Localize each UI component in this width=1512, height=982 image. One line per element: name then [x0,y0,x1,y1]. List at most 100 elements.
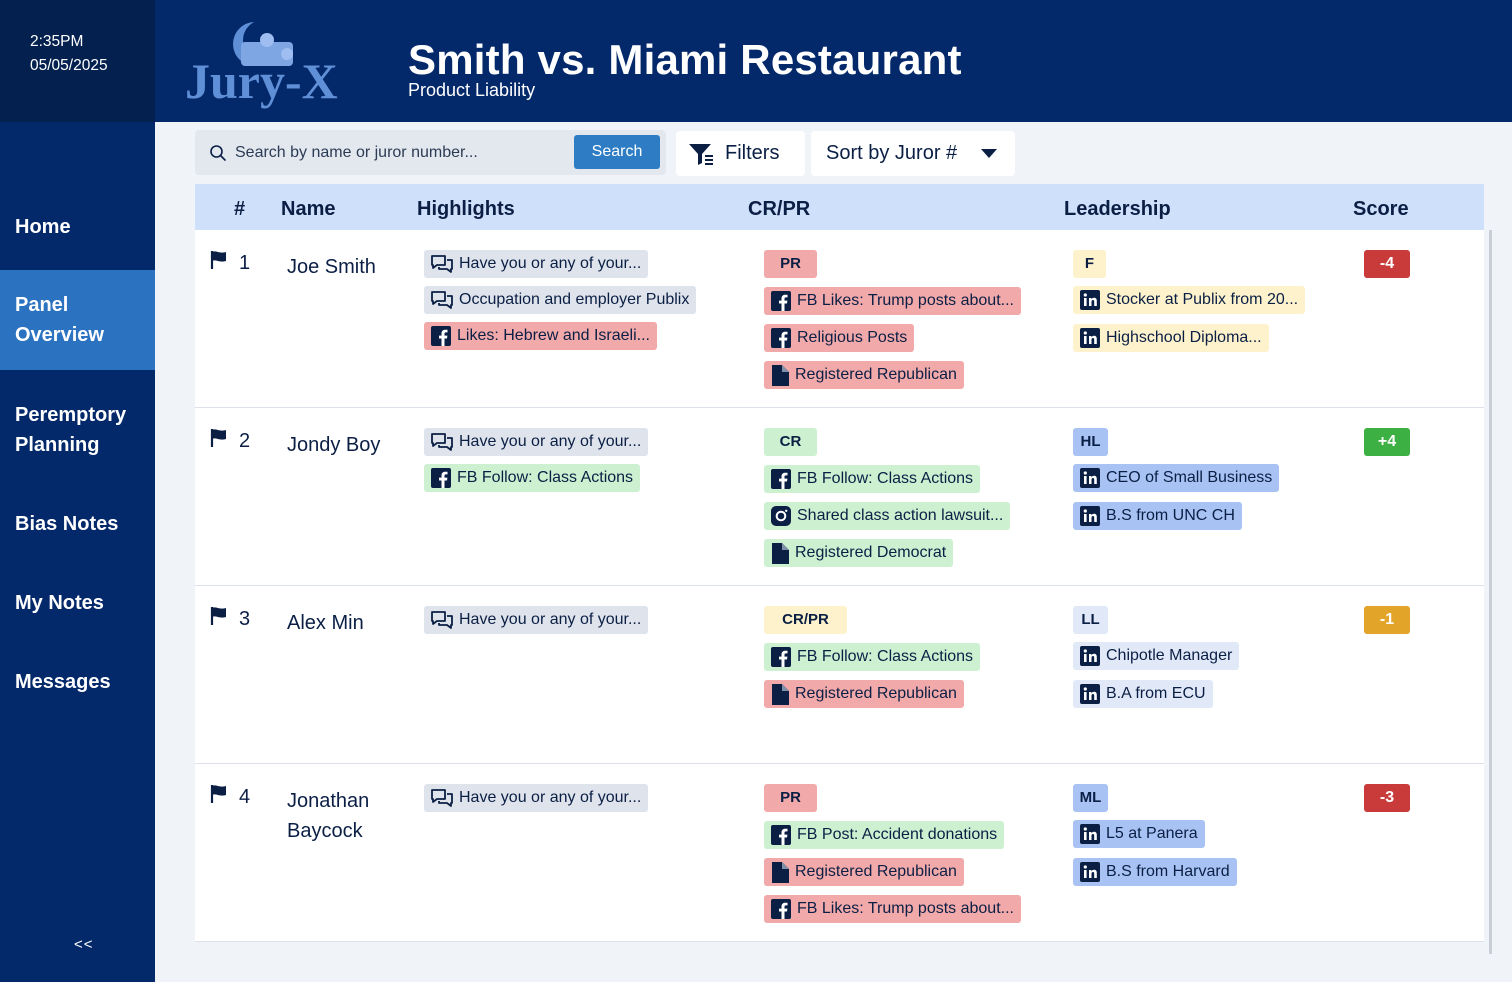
evidence-chip[interactable]: Registered Republican [764,680,964,708]
evidence-chip[interactable]: Registered Democrat [764,539,954,567]
evidence-chip[interactable]: Have you or any of your... [424,606,649,634]
flag-icon[interactable] [210,250,228,270]
evidence-chip[interactable]: Shared class action lawsuit... [764,502,1011,530]
sidebar-item-my-notes[interactable]: My Notes [15,592,104,614]
evidence-chip[interactable]: Highschool Diploma... [1073,324,1269,352]
evidence-chip[interactable]: B.S from UNC CH [1073,502,1242,530]
chip-label: Shared class action lawsuit... [797,507,1004,524]
evidence-chip[interactable]: L5 at Panera [1073,820,1205,848]
evidence-chip[interactable]: B.A from ECU [1073,680,1213,708]
chip-label: FB Post: Accident donations [797,826,998,843]
evidence-chip[interactable]: Stocker at Publix from 20... [1073,286,1306,314]
chip-label: FB Follow: Class Actions [797,470,974,487]
evidence-chip[interactable]: Have you or any of your... [424,428,649,456]
leadership-tag: ML [1073,784,1108,812]
chip-label: B.S from UNC CH [1106,507,1235,524]
chip-label: B.A from ECU [1106,685,1206,702]
column-header-crpr[interactable]: CR/PR [748,198,811,220]
chip-label: B.S from Harvard [1106,863,1230,880]
facebook-icon [771,469,791,489]
juror-row[interactable]: 1 Joe Smith Have you or any of your... Occu… [195,230,1484,408]
evidence-chip[interactable]: CEO of Small Business [1073,464,1280,492]
chip-label: Registered Republican [795,685,957,702]
crpr-tag: CR [764,428,817,456]
flag-icon[interactable] [210,784,228,804]
column-header-leadership[interactable]: Leadership [1064,198,1171,220]
page-title: Smith vs. Miami Restaurant [408,36,962,83]
search-input[interactable] [235,138,565,168]
sort-label: Sort by Juror # [826,142,958,164]
facebook-icon [771,328,791,348]
sidebar: 2:35PM 05/05/2025 Home Panel Overview Pere… [0,0,155,982]
chip-label: FB Follow: Class Actions [457,469,634,486]
juror-name[interactable]: Jondy Boy [287,434,381,456]
crpr-tag: PR [764,250,817,278]
filters-button[interactable]: Filters [676,131,805,176]
evidence-chip[interactable]: Occupation and employer Publix [424,286,697,314]
evidence-chip[interactable]: Registered Republican [764,858,964,886]
column-header-highlights[interactable]: Highlights [417,198,515,220]
evidence-chip[interactable]: FB Follow: Class Actions [764,465,981,493]
juror-number: 3 [239,608,251,630]
facebook-icon [431,468,451,488]
column-header-score[interactable]: Score [1353,198,1409,220]
chip-label: CEO of Small Business [1106,469,1273,486]
leadership-tag: F [1073,250,1106,278]
column-header-name[interactable]: Name [281,198,336,220]
instagram-icon [771,506,791,526]
sidebar-item-bias-notes[interactable]: Bias Notes [15,513,119,535]
score-badge: -4 [1364,250,1410,278]
evidence-chip[interactable]: FB Follow: Class Actions [764,643,981,671]
chat-icon [431,291,453,309]
sidebar-item-peremptory-planning[interactable]: Peremptory Planning [15,404,127,456]
chip-label: Have you or any of your... [459,433,642,450]
sidebar-item-panel-overview[interactable]: Panel Overview [0,270,155,370]
juror-row[interactable]: 4 Jonathan Baycock Have you or any of your… [195,764,1484,942]
chip-label: FB Likes: Trump posts about... [797,900,1014,917]
juror-name[interactable]: Joe Smith [287,256,376,278]
evidence-chip[interactable]: FB Follow: Class Actions [424,464,641,492]
juror-number: 1 [239,252,251,274]
score-badge: -1 [1364,606,1410,634]
facebook-icon [771,647,791,667]
flag-icon[interactable] [210,428,228,448]
chip-label: Registered Republican [795,863,957,880]
evidence-chip[interactable]: Chipotle Manager [1073,642,1240,670]
evidence-chip[interactable]: FB Post: Accident donations [764,821,1005,849]
chat-icon [431,611,453,629]
column-header-number[interactable]: # [234,198,246,220]
chip-label: Registered Democrat [795,544,947,561]
sidebar-item-home[interactable]: Home [15,216,71,238]
juror-name[interactable]: Jonathan Baycock [287,790,370,842]
evidence-chip[interactable]: Religious Posts [764,324,915,352]
evidence-chip[interactable]: Likes: Hebrew and Israeli... [424,322,657,350]
juror-name[interactable]: Alex Min [287,612,364,634]
chip-label: Occupation and employer Publix [459,291,690,308]
leadership-tag: LL [1073,606,1108,634]
evidence-chip[interactable]: B.S from Harvard [1073,858,1237,886]
juror-row[interactable]: 2 Jondy Boy Have you or any of your... FB F… [195,408,1484,586]
chat-icon [431,433,453,451]
header: Jury-X Smith vs. Miami Restaurant Produc… [155,0,1512,122]
linkedin-icon [1080,468,1100,488]
evidence-chip[interactable]: FB Likes: Trump posts about... [764,895,1021,923]
sidebar-item-messages[interactable]: Messages [15,671,111,693]
flag-icon[interactable] [210,606,228,626]
evidence-chip[interactable]: Have you or any of your... [424,250,649,278]
collapse-sidebar-button[interactable]: << [74,936,94,953]
document-icon [771,542,789,564]
sort-dropdown[interactable]: Sort by Juror # [811,131,1015,176]
clock: 2:35PM 05/05/2025 [0,0,155,122]
search-button[interactable]: Search [574,135,660,169]
evidence-chip[interactable]: Have you or any of your... [424,784,649,812]
linkedin-icon [1080,862,1100,882]
caret-down-icon [981,149,997,158]
evidence-chip[interactable]: Registered Republican [764,361,964,389]
svg-text:Jury-X: Jury-X [185,53,338,109]
evidence-chip[interactable]: FB Likes: Trump posts about... [764,287,1021,315]
scrollbar[interactable] [1489,230,1492,954]
linkedin-icon [1080,646,1100,666]
juror-row[interactable]: 3 Alex Min Have you or any of your... CR/PR… [195,586,1484,764]
document-icon [771,861,789,883]
chip-label: FB Likes: Trump posts about... [797,292,1014,309]
